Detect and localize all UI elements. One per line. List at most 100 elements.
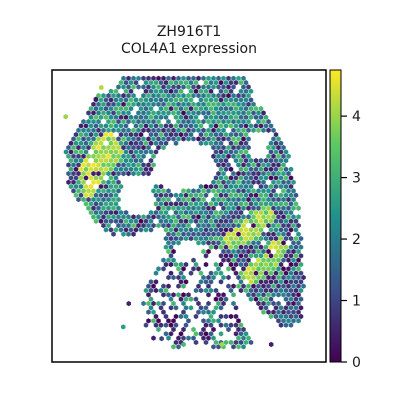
expression-spot xyxy=(151,300,156,307)
expression-spot xyxy=(198,209,204,216)
expression-spot xyxy=(103,183,109,190)
expression-spot xyxy=(201,101,206,107)
expression-spot xyxy=(281,274,286,281)
expression-spot xyxy=(188,201,194,207)
expression-spot xyxy=(231,136,236,142)
expression-spot xyxy=(168,123,174,129)
expression-spot xyxy=(296,257,301,263)
expression-spot xyxy=(218,253,224,259)
expression-spot xyxy=(291,292,296,298)
expression-spot xyxy=(121,75,126,81)
expression-spot xyxy=(211,179,216,185)
expression-spot xyxy=(231,188,236,194)
expression-spot xyxy=(83,166,89,172)
expression-spot xyxy=(236,162,241,168)
expression-spot xyxy=(253,114,259,120)
expression-spot xyxy=(81,127,86,133)
expression-spot xyxy=(216,266,221,272)
expression-spot xyxy=(186,110,191,116)
expression-spot xyxy=(203,88,209,94)
expression-spot xyxy=(291,179,296,185)
expression-spot xyxy=(206,127,211,133)
expression-spot xyxy=(146,214,151,220)
expression-spot xyxy=(83,201,89,207)
expression-spot xyxy=(198,97,204,103)
expression-spot xyxy=(248,114,254,120)
expression-spot xyxy=(126,222,131,229)
expression-spot xyxy=(166,127,171,133)
expression-spot xyxy=(286,292,291,298)
expression-spot xyxy=(288,175,294,181)
expression-spot xyxy=(216,292,221,298)
expression-spot xyxy=(241,222,246,229)
expression-spot xyxy=(296,222,301,229)
expression-spot xyxy=(88,166,94,172)
expression-spot xyxy=(93,96,99,102)
expression-spot xyxy=(98,201,104,207)
expression-spot xyxy=(131,119,136,125)
expression-spot xyxy=(98,175,104,181)
expression-spot xyxy=(153,132,159,138)
expression-spot xyxy=(173,305,179,311)
expression-spot xyxy=(238,88,244,94)
expression-spot xyxy=(211,335,216,341)
expression-spot xyxy=(203,331,209,337)
expression-spot xyxy=(258,244,264,250)
expression-spot xyxy=(111,101,116,107)
expression-spot xyxy=(176,231,181,237)
expression-spot xyxy=(293,227,299,233)
expression-spot xyxy=(103,218,109,224)
expression-spot xyxy=(268,279,274,285)
expression-spot xyxy=(241,335,246,341)
expression-spot xyxy=(228,201,234,207)
expression-spot xyxy=(293,235,299,242)
expression-spot xyxy=(148,218,154,224)
expression-spot xyxy=(236,344,241,350)
expression-spot xyxy=(88,140,94,146)
expression-spot xyxy=(196,188,201,194)
expression-spot xyxy=(111,179,116,185)
expression-spot xyxy=(238,123,244,129)
expression-spot xyxy=(76,170,81,177)
expression-spot xyxy=(113,209,119,216)
expression-spot xyxy=(88,209,94,216)
expression-spot xyxy=(198,279,204,285)
expression-spot xyxy=(168,235,174,242)
expression-spot xyxy=(281,205,286,211)
expression-spot xyxy=(201,222,206,229)
expression-spot xyxy=(266,274,271,281)
expression-spot xyxy=(263,183,269,190)
expression-spot xyxy=(188,80,194,86)
expression-spot xyxy=(271,309,276,315)
expression-spot xyxy=(243,270,249,276)
expression-spot xyxy=(268,123,274,129)
expression-spot xyxy=(201,93,206,99)
expression-spot xyxy=(226,248,231,255)
expression-spot xyxy=(263,218,269,224)
expression-spot xyxy=(93,123,99,129)
expression-spot xyxy=(213,227,219,233)
expression-spot xyxy=(183,201,189,207)
expression-spot xyxy=(216,196,221,203)
expression-spot xyxy=(233,201,239,207)
expression-spot xyxy=(261,309,266,315)
expression-spot xyxy=(201,119,206,125)
expression-spot xyxy=(258,253,264,259)
expression-spot xyxy=(161,283,166,289)
expression-spot xyxy=(171,257,176,263)
expression-spot xyxy=(251,231,256,237)
expression-spot xyxy=(118,132,124,138)
expression-spot xyxy=(81,179,86,185)
expression-spot xyxy=(276,214,281,220)
expression-spot xyxy=(211,196,216,203)
expression-spot xyxy=(148,114,154,120)
expression-spot xyxy=(281,145,286,151)
expression-spot xyxy=(246,248,251,255)
expression-spot xyxy=(231,283,236,289)
expression-spot xyxy=(103,166,109,172)
expression-spot xyxy=(173,218,179,224)
expression-spot xyxy=(143,123,149,129)
expression-spot xyxy=(181,335,186,341)
expression-spot xyxy=(88,106,94,112)
expression-spot xyxy=(238,244,244,250)
